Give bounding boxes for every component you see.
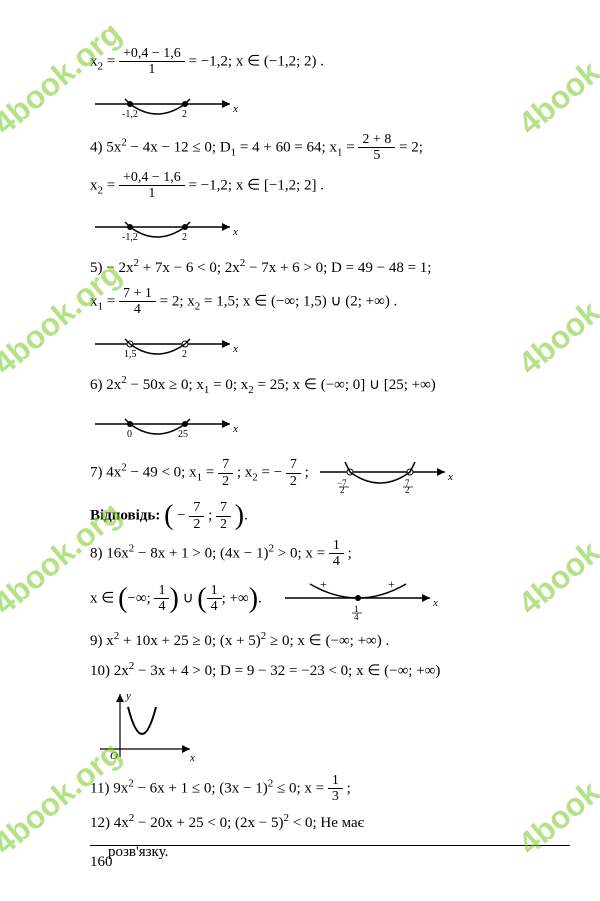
item-10: 10) 2x2 − 3x + 4 > 0; D = 9 − 32 = −23 <…: [90, 658, 570, 683]
footer-rule: [90, 845, 570, 846]
item-5: 5) − 2x2 + 7x − 6 < 0; 2x2 − 7x + 6 > 0;…: [90, 255, 570, 280]
item-8: 8) 16x2 − 8x + 1 > 0; (4x − 1)2 > 0; x =…: [90, 538, 570, 570]
number-line-6: 0 25 x: [90, 404, 240, 446]
item-8-line2: x ∈ (−∞; 14) ∪ (14; +∞). + + 1 4 x: [90, 576, 570, 622]
number-line-7: −7 2 7 2 x: [315, 452, 455, 494]
svg-text:x: x: [189, 752, 195, 764]
svg-text:x: x: [232, 423, 238, 435]
lbl-right-1: 2: [182, 109, 187, 120]
svg-text:4: 4: [354, 612, 359, 622]
svg-text:-1,2: -1,2: [122, 232, 138, 243]
item-12: 12) 4x2 − 20x + 25 < 0; (2x − 5)2 < 0; Н…: [90, 810, 570, 835]
svg-text:2: 2: [182, 232, 187, 243]
svg-text:2: 2: [182, 349, 187, 360]
svg-text:2: 2: [340, 485, 345, 494]
item-6: 6) 2x2 − 50x ≥ 0; x1 = 0; x2 = 25; x ∈ (…: [90, 372, 570, 399]
svg-text:x: x: [432, 597, 438, 609]
item-11: 11) 9x2 − 6x + 1 ≤ 0; (3x − 1)2 ≤ 0; x =…: [90, 773, 570, 805]
frac-4b: +0,4 − 1,61: [119, 170, 185, 202]
parabola-10: O y x: [90, 689, 200, 767]
svg-text:y: y: [125, 690, 131, 702]
answer-line: Відповідь: ( − 72 ; 72 ).: [90, 500, 570, 532]
number-line-4: -1,2 2 x: [90, 207, 240, 249]
eq: =: [103, 53, 119, 69]
item-4-line2: x2 = +0,4 − 1,61 = −1,2; x ∈ [−1,2; 2] .: [90, 170, 570, 202]
frac-5: 7 + 14: [119, 286, 156, 318]
svg-text:O: O: [110, 750, 118, 762]
svg-text:2: 2: [405, 485, 410, 494]
frac-4: 2 + 85: [358, 132, 395, 164]
page-number: 160: [90, 854, 113, 871]
eq-x2-first: x2 = +0,4 − 1,61 = −1,2; x ∈ (−1,2; 2) .: [90, 46, 570, 78]
page-content: x2 = +0,4 − 1,61 = −1,2; x ∈ (−1,2; 2) .…: [0, 0, 600, 889]
number-line-1: -1,2 2 x: [90, 84, 240, 126]
lbl-left-1: -1,2: [122, 109, 138, 120]
answer-label: Відповідь:: [90, 507, 164, 523]
number-line-5: 1,5 2 x: [90, 324, 240, 366]
var-x: x: [90, 53, 98, 69]
number-line-8: + + 1 4 x: [280, 576, 440, 622]
svg-text:+: +: [388, 577, 395, 591]
svg-text:25: 25: [178, 429, 188, 440]
item-5-line2: x1 = 7 + 14 = 2; x2 = 1,5; x ∈ (−∞; 1,5)…: [90, 286, 570, 318]
svg-text:x: x: [232, 226, 238, 238]
svg-text:x: x: [232, 343, 238, 355]
svg-text:x: x: [447, 471, 453, 483]
svg-text:1,5: 1,5: [124, 349, 137, 360]
item-7: 7) 4x2 − 49 < 0; x1 = 72 ; x2 = − 72 ; −…: [90, 452, 570, 494]
svg-text:+: +: [320, 577, 327, 591]
axis-x-1: x: [232, 103, 238, 115]
svg-text:0: 0: [127, 429, 132, 440]
item-9: 9) x2 + 10x + 25 ≥ 0; (x + 5)2 ≥ 0; x ∈ …: [90, 628, 570, 653]
rest-1: = −1,2; x ∈ (−1,2; 2) .: [189, 53, 325, 69]
frac-1: +0,4 − 1,61: [119, 46, 185, 78]
item-4: 4) 5x2 − 4x − 12 ≤ 0; D1 = 4 + 60 = 64; …: [90, 132, 570, 164]
